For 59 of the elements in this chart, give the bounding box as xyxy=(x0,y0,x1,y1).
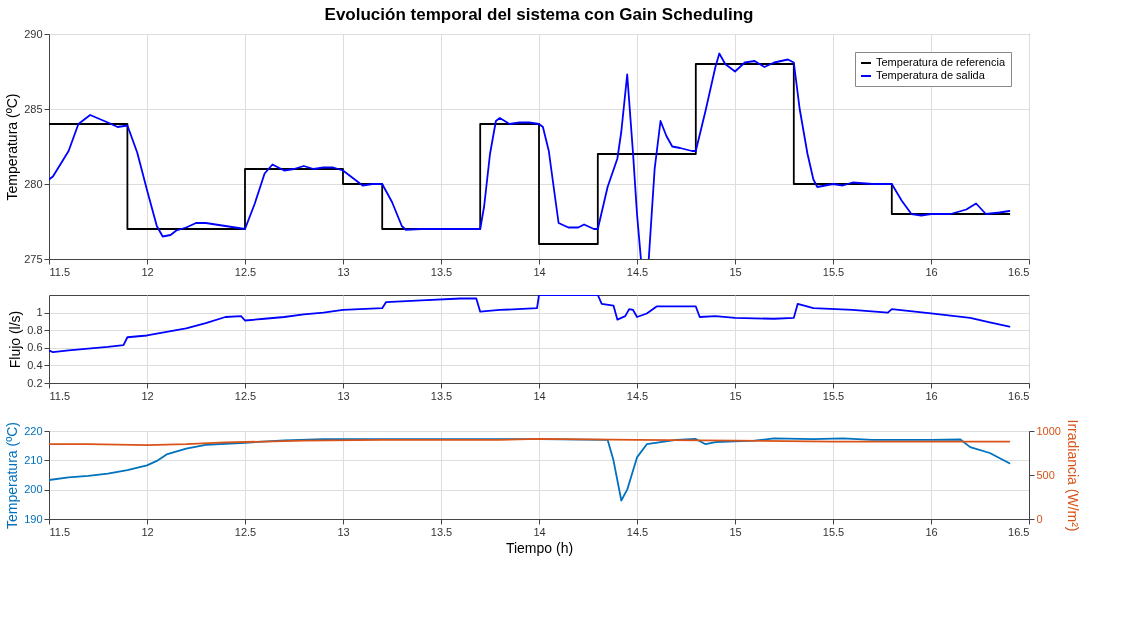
y-tick-label: 210 xyxy=(24,453,43,466)
x-tick-label: 15.5 xyxy=(822,265,845,278)
x-tick-label: 13 xyxy=(337,525,350,538)
x-tick-label: 13 xyxy=(337,265,350,278)
line-series xyxy=(49,295,1011,354)
x-tick-label: 16.5 xyxy=(1008,389,1030,402)
x-tick-label: 13.5 xyxy=(430,265,453,278)
x-tick-label: 16 xyxy=(925,389,938,402)
x-tick-label: 15.5 xyxy=(822,525,845,538)
y-tick-label: 285 xyxy=(24,102,43,115)
x-tick-label: 12 xyxy=(141,525,154,538)
x-tick-label: 14.5 xyxy=(626,389,649,402)
x-tick-label: 14 xyxy=(533,525,546,538)
x-tick-label: 13.5 xyxy=(430,389,453,402)
legend-label: Temperatura de salida xyxy=(876,69,986,81)
y-tick-label: 0.8 xyxy=(27,323,43,336)
x-tick-label: 12 xyxy=(141,265,154,278)
y2-tick-label: 1000 xyxy=(1036,424,1061,437)
x-tick-label: 14 xyxy=(533,389,546,402)
y-tick-label: 220 xyxy=(24,424,43,437)
y2-tick-label: 500 xyxy=(1036,468,1055,481)
y-tick-label: 290 xyxy=(24,27,43,40)
x-tick-label: 16 xyxy=(925,265,938,278)
y-tick-label: 275 xyxy=(24,252,43,265)
line-series xyxy=(49,438,1011,446)
y-tick-label: 0.4 xyxy=(27,358,43,371)
x-tick-label: 11.5 xyxy=(49,525,71,538)
chart-title: Evolución temporal del sistema con Gain Scheduling xyxy=(324,5,754,24)
y-axis-title: Flujo (l/s) xyxy=(7,310,24,369)
y-tick-label: 0.6 xyxy=(27,341,43,354)
y-tick-label: 280 xyxy=(24,177,43,190)
x-tick-label: 12.5 xyxy=(234,389,257,402)
x-tick-label: 16 xyxy=(925,525,938,538)
legend-label: Temperatura de referencia xyxy=(876,56,1006,68)
x-tick-label: 15 xyxy=(729,525,742,538)
x-tick-label: 15 xyxy=(729,389,742,402)
x-tick-label: 16.5 xyxy=(1008,265,1030,278)
x-tick-label: 15.5 xyxy=(822,389,845,402)
x-tick-label: 12 xyxy=(141,389,154,402)
x-tick-label: 14.5 xyxy=(626,525,649,538)
y-tick-label: 1 xyxy=(36,306,43,319)
x-tick-label: 12.5 xyxy=(234,265,257,278)
y-axis-title: Temperatura (ºC) xyxy=(4,93,21,201)
x-tick-label: 14 xyxy=(533,265,546,278)
x-tick-label: 11.5 xyxy=(49,265,71,278)
x-tick-label: 16.5 xyxy=(1008,525,1030,538)
y2-axis-title: Irradiancia (W/m²) xyxy=(1064,419,1081,532)
y-tick-label: 190 xyxy=(24,512,43,525)
x-tick-label: 11.5 xyxy=(49,389,71,402)
x-axis-title: Tiempo (h) xyxy=(505,539,574,556)
x-tick-label: 13 xyxy=(337,389,350,402)
y-tick-label: 0.2 xyxy=(27,376,43,389)
y-axis-title: Temperatura (ºC) xyxy=(4,421,21,530)
x-tick-label: 15 xyxy=(729,265,742,278)
y-tick-label: 200 xyxy=(24,483,43,496)
x-tick-label: 12.5 xyxy=(234,525,257,538)
x-tick-label: 14.5 xyxy=(626,265,649,278)
x-tick-label: 13.5 xyxy=(430,525,453,538)
y2-tick-label: 0 xyxy=(1036,512,1043,525)
